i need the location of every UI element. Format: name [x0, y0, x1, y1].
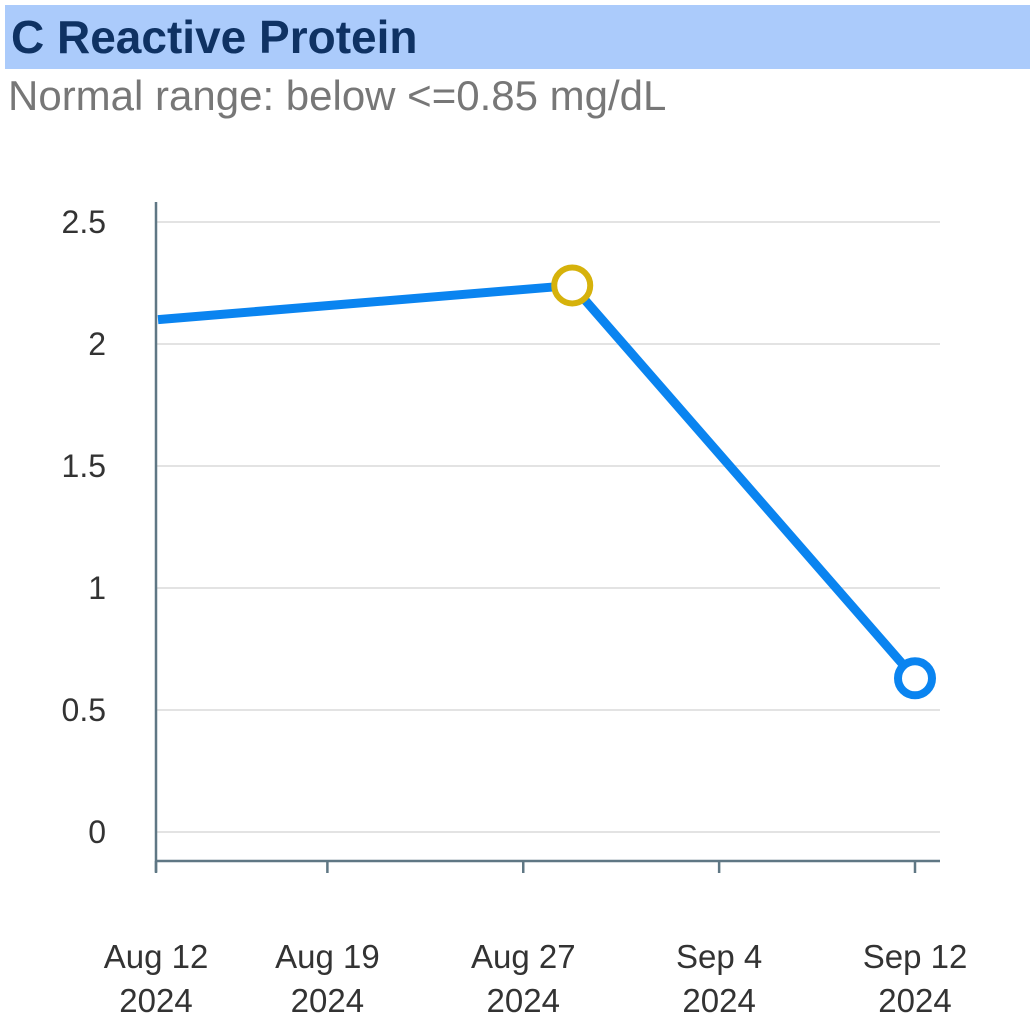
y-tick-label: 0.5 [62, 692, 106, 728]
y-tick-label: 1 [88, 570, 106, 606]
chart-subtitle: Normal range: below <=0.85 mg/dL [8, 72, 667, 119]
x-tick-label-year: 2024 [878, 982, 951, 1019]
x-tick-label-year: 2024 [119, 982, 192, 1019]
y-tick-label: 0 [88, 814, 106, 850]
x-tick-label: Aug 19 [275, 938, 380, 975]
highlighted-data-point [551, 264, 594, 307]
data-point [894, 657, 936, 700]
x-tick-label-year: 2024 [682, 982, 755, 1019]
x-tick-label-year: 2024 [487, 982, 560, 1019]
x-tick-label-year: 2024 [291, 982, 364, 1019]
y-tick-label: 2.5 [62, 204, 106, 240]
y-tick-label: 1.5 [62, 448, 106, 484]
x-tick-label: Sep 12 [863, 938, 968, 975]
y-tick-label: 2 [88, 326, 106, 362]
x-tick-label: Sep 4 [676, 938, 762, 975]
chart-title: C Reactive Protein [11, 11, 418, 63]
title-bar: C Reactive Protein [5, 5, 1030, 69]
x-tick-label: Aug 27 [471, 938, 576, 975]
x-tick-label: Aug 12 [104, 938, 209, 975]
